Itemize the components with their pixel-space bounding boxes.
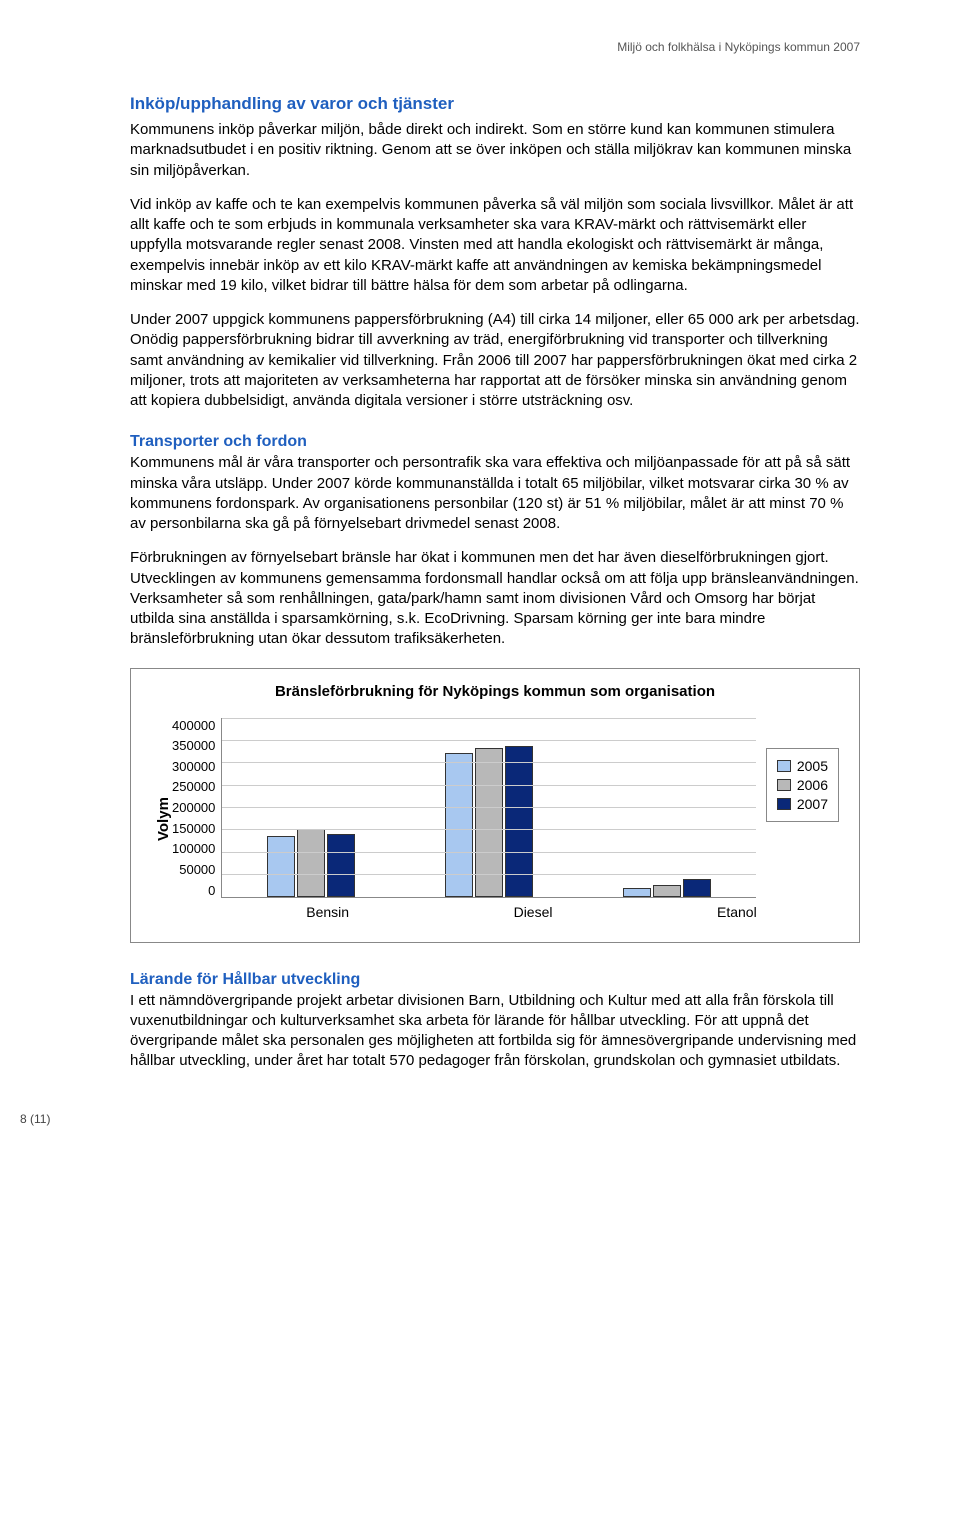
- paragraph: Kommunens mål är våra transporter och pe…: [130, 453, 860, 534]
- page-number: 8 (11): [20, 1112, 860, 1126]
- paragraph: Kommunens inköp påverkar miljön, både di…: [130, 120, 860, 181]
- gridline: [222, 718, 755, 719]
- page-header-right: Miljö och folkhälsa i Nyköpings kommun 2…: [130, 40, 860, 54]
- paragraph: Förbrukningen av förnyelsebart bränsle h…: [130, 548, 860, 649]
- ytick-label: 400000: [172, 718, 215, 733]
- xtick-label: Diesel: [514, 904, 553, 920]
- fuel-chart: Bränsleförbrukning för Nyköpings kommun …: [130, 668, 860, 943]
- xtick-label: Bensin: [306, 904, 349, 920]
- legend-item: 2005: [777, 758, 828, 774]
- paragraph: Under 2007 uppgick kommunens pappersförb…: [130, 310, 860, 411]
- heading-inkop: Inköp/upphandling av varor och tjänster: [130, 94, 860, 114]
- bar: [683, 879, 711, 897]
- ytick-label: 350000: [172, 738, 215, 753]
- chart-yaxis: 400000 350000 300000 250000 200000 150000 1000…: [172, 718, 221, 898]
- gridline: [222, 829, 755, 830]
- gridline: [222, 874, 755, 875]
- ytick-label: 150000: [172, 821, 215, 836]
- ytick-label: 300000: [172, 759, 215, 774]
- gridline: [222, 785, 755, 786]
- ytick-label: 200000: [172, 800, 215, 815]
- bar: [327, 834, 355, 897]
- paragraph: Vid inköp av kaffe och te kan exempelvis…: [130, 195, 860, 296]
- legend-label: 2007: [797, 796, 828, 812]
- ytick-label: 50000: [179, 862, 215, 877]
- legend-item: 2006: [777, 777, 828, 793]
- chart-ylabel: Volym: [151, 718, 172, 920]
- heading-transporter: Transporter och fordon: [130, 433, 860, 451]
- bar-group: [267, 829, 355, 897]
- bar: [623, 888, 651, 897]
- legend-label: 2006: [797, 777, 828, 793]
- legend-label: 2005: [797, 758, 828, 774]
- xtick-label: Etanol: [717, 904, 757, 920]
- ytick-label: 100000: [172, 841, 215, 856]
- chart-body: Volym 400000 350000 300000 250000 200000 1500…: [151, 718, 839, 920]
- legend-swatch: [777, 760, 791, 772]
- legend-swatch: [777, 779, 791, 791]
- ytick-label: 250000: [172, 779, 215, 794]
- chart-title: Bränsleförbrukning för Nyköpings kommun …: [151, 683, 839, 700]
- bar: [297, 829, 325, 897]
- bar-group: [623, 879, 711, 897]
- chart-xaxis: Bensin Diesel Etanol: [224, 904, 839, 920]
- chart-legend: 2005 2006 2007: [766, 748, 839, 822]
- chart-plot-area: 400000 350000 300000 250000 200000 150000 1000…: [172, 718, 839, 898]
- bar: [653, 885, 681, 896]
- document-page: Miljö och folkhälsa i Nyköpings kommun 2…: [0, 0, 960, 1166]
- ytick-label: 0: [208, 883, 215, 898]
- gridline: [222, 852, 755, 853]
- chart-grid: [221, 718, 755, 898]
- legend-item: 2007: [777, 796, 828, 812]
- heading-larande: Lärande för Hållbar utveckling: [130, 971, 860, 989]
- legend-swatch: [777, 798, 791, 810]
- bar: [267, 836, 295, 897]
- gridline: [222, 762, 755, 763]
- paragraph: I ett nämndövergripande projekt arbetar …: [130, 991, 860, 1072]
- gridline: [222, 740, 755, 741]
- gridline: [222, 807, 755, 808]
